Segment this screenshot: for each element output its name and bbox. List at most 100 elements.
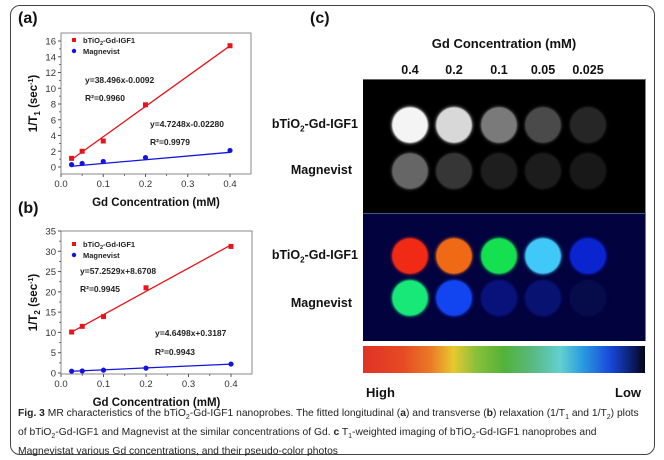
concentration-label: 0.4	[401, 63, 419, 77]
sample-spot	[392, 153, 428, 189]
x-tick-label: 0.4	[224, 379, 237, 390]
y-tick-label: 15	[45, 308, 56, 319]
row-label-btio2-gray: bTiO2-Gd-IGF1	[271, 117, 358, 134]
sample-spot	[570, 107, 606, 143]
data-point	[100, 367, 107, 373]
y-tick-label: 35	[45, 227, 56, 238]
panel-label-b: (b)	[18, 200, 39, 217]
fit-line	[71, 244, 232, 333]
data-point	[79, 368, 85, 374]
y-tick-label: 0	[51, 163, 56, 174]
sample-spot	[481, 238, 517, 274]
sample-spot	[392, 280, 428, 316]
legend-marker	[71, 48, 77, 54]
data-point	[69, 155, 75, 161]
x-tick-label: 0.2	[139, 379, 152, 390]
data-point	[68, 162, 75, 168]
y-tick-label: 6	[51, 115, 56, 126]
data-point	[69, 329, 75, 335]
sample-spot	[525, 107, 561, 143]
legend-label: bTiO2-Gd-IGF1	[83, 36, 135, 47]
plot-frame	[60, 230, 253, 375]
fit-equation: y=4.7248x-0.02280	[150, 119, 224, 129]
concentration-label: 0.025	[572, 63, 604, 77]
data-point	[100, 158, 106, 165]
colorbar-high-label: High	[366, 385, 395, 400]
data-point	[69, 368, 75, 374]
y-tick-label: 12	[45, 68, 56, 79]
sample-spot	[481, 107, 517, 143]
legend-marker	[72, 242, 76, 246]
fit-line	[71, 363, 232, 372]
data-point	[79, 323, 85, 329]
fit-line	[71, 45, 231, 161]
y-tick-label: 2	[51, 147, 56, 158]
legend-label: Magnevist	[83, 251, 120, 260]
figure-frame	[10, 5, 655, 455]
fit-r-squared: R²=0.9943	[155, 347, 195, 357]
sample-spot	[481, 280, 517, 316]
fit-equation: y=57.2529x+8.6708	[80, 266, 156, 276]
x-tick-label: 0.1	[97, 179, 110, 190]
sample-spot	[436, 107, 472, 143]
x-tick-label: 0.0	[54, 379, 67, 390]
x-axis-title: Gd Concentration (mM)	[92, 197, 220, 209]
sample-spot	[392, 238, 428, 274]
t1-weighted-grayscale-image	[363, 79, 646, 213]
caption-fig-number: Fig. 3	[18, 408, 45, 419]
y-tick-label: 25	[45, 267, 56, 278]
data-point	[143, 365, 149, 371]
sample-spot	[436, 153, 472, 189]
row-label-magnevist-color: Magnevist	[290, 296, 352, 310]
fit-line	[71, 151, 231, 167]
x-tick-label: 0.3	[181, 179, 194, 190]
y-tick-label: 0	[51, 369, 56, 380]
fit-equation: y=38.496x-0.0092	[85, 75, 155, 85]
sample-spot	[481, 153, 517, 189]
fit-r-squared: R²=0.9979	[150, 137, 190, 147]
sample-spot	[436, 238, 472, 274]
sample-spot	[525, 238, 561, 274]
sample-spot	[392, 107, 428, 143]
y-tick-label: 30	[45, 247, 56, 258]
sample-spot	[436, 280, 472, 316]
y-tick-label: 4	[51, 131, 56, 142]
legend-label: bTiO2-Gd-IGF1	[83, 240, 135, 251]
y-tick-label: 16	[45, 37, 56, 48]
data-point	[142, 154, 149, 161]
concentration-label: 0.2	[445, 63, 463, 77]
pseudo-color-image	[363, 213, 646, 341]
data-point	[79, 160, 85, 167]
figure-caption: Fig. 3 MR characteristics of the bTiO2-G…	[18, 408, 639, 458]
legend-marker	[71, 252, 77, 258]
y-tick-label: 14	[45, 52, 56, 63]
y-tick-label: 20	[45, 287, 56, 298]
sample-spot	[570, 238, 606, 274]
data-point	[227, 43, 233, 49]
legend-marker	[72, 38, 76, 42]
y-tick-label: 10	[45, 84, 56, 95]
colorbar	[363, 346, 645, 373]
y-tick-label: 5	[51, 348, 56, 359]
row-label-btio2-color: bTiO2-Gd-IGF1	[271, 248, 358, 265]
sample-spot	[570, 280, 606, 316]
data-point	[79, 148, 85, 154]
x-tick-label: 0.0	[54, 179, 67, 190]
panel-label-c: (c)	[310, 10, 330, 27]
data-point	[143, 285, 149, 291]
concentration-label: 0.1	[490, 63, 508, 77]
fit-equation: y=4.6498x+0.3187	[155, 328, 227, 338]
data-point	[143, 102, 148, 108]
row-label-magnevist-gray: Magnevist	[290, 163, 352, 177]
x-tick-label: 0.4	[223, 179, 236, 190]
sample-spot	[570, 153, 606, 189]
y-tick-label: 10	[45, 328, 56, 339]
legend-label: Magnevist	[83, 47, 120, 56]
sample-spot	[525, 153, 561, 189]
fit-r-squared: R²=0.9960	[85, 93, 125, 103]
concentration-label: 0.05	[530, 63, 556, 77]
y-axis-title: 1/T1 (sec-1)	[28, 75, 42, 133]
x-tick-label: 0.2	[139, 179, 152, 190]
